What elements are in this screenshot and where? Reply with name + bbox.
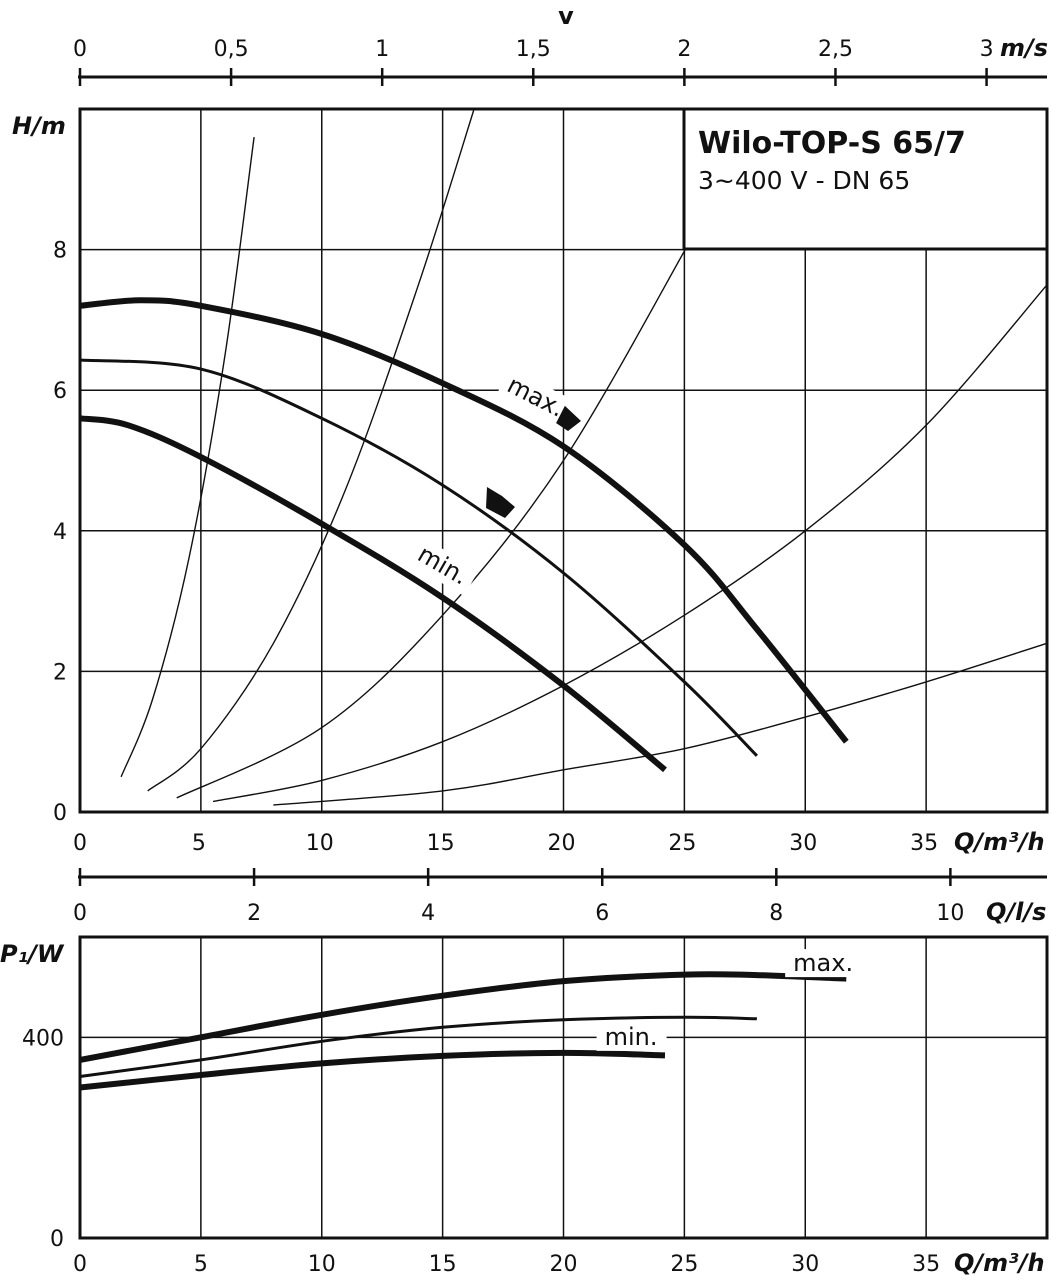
head-axis-label: H/m — [12, 112, 66, 140]
speed-marker — [486, 487, 515, 518]
velocity-tick-label: 0,5 — [214, 37, 249, 62]
velocity-tick-label: 0 — [73, 37, 87, 62]
velocity-tick-label: 2,5 — [818, 37, 853, 62]
power-series-line — [79, 1015, 757, 1078]
power-flow-axis-label: Q/m³/h — [954, 1249, 1045, 1277]
flow-tick-label: 15 — [427, 831, 455, 856]
system-curve — [212, 284, 1048, 803]
annotation-background — [406, 536, 479, 596]
flow-tick-label: 30 — [789, 831, 817, 856]
head-chart-frame — [78, 107, 1049, 814]
flow-axis-label: Q/m³/h — [954, 828, 1045, 856]
system-curve — [147, 108, 475, 792]
flow-tick-label: 10 — [306, 831, 334, 856]
head-tick-label: 8 — [53, 239, 67, 264]
power-annotation-text: min. — [605, 1023, 658, 1051]
velocity-tick-label: 1,5 — [516, 37, 551, 62]
flow-ls-tick-label: 0 — [73, 901, 87, 926]
velocity-axis-label: v — [558, 2, 574, 30]
power-flow-tick-label: 10 — [308, 1252, 336, 1277]
velocity-tick-label: 1 — [375, 37, 389, 62]
power-flow-tick-label: 30 — [791, 1252, 819, 1277]
flow-tick-label: 0 — [73, 831, 87, 856]
power-tick-label: 400 — [22, 1026, 64, 1051]
title-box-frame — [682, 107, 1049, 251]
head-tick-label: 2 — [53, 660, 67, 685]
power-flow-tick-label: 20 — [550, 1252, 578, 1277]
system-curve — [273, 642, 1048, 806]
flow-ls-tick-label: 8 — [769, 901, 783, 926]
head-tick-label: 4 — [53, 520, 67, 545]
flow-tick-label: 5 — [192, 831, 206, 856]
annotation-background — [496, 367, 569, 425]
power-flow-tick-label: 5 — [194, 1252, 208, 1277]
head-series-line — [79, 358, 758, 757]
power-annotation-text: max. — [793, 949, 853, 977]
flow-ls-axis-unit: Q/l/s — [986, 898, 1046, 926]
power-series: max. min. — [79, 949, 856, 1091]
velocity-tick-label: 2 — [677, 37, 691, 62]
head-tick-label: 0 — [53, 801, 67, 826]
title-box: Wilo-TOP-S 65/7 3~400 V - DN 65 — [682, 107, 1049, 251]
head-series-line — [79, 297, 849, 744]
chart-title: Wilo-TOP-S 65/7 — [698, 126, 966, 161]
velocity-axis: v m/s 0 0,5 1 1,5 2 2,5 3 — [73, 2, 1048, 86]
power-chart-grid — [80, 937, 1047, 1238]
power-flow-tick-label: 15 — [429, 1252, 457, 1277]
flow-tick-label: 35 — [910, 831, 938, 856]
velocity-tick-label: 3 — [980, 37, 994, 62]
chart-subtitle: 3~400 V - DN 65 — [698, 166, 910, 195]
power-axis-label: P₁/W — [0, 940, 65, 968]
head-series-line — [79, 415, 667, 773]
head-tick-label: 6 — [53, 379, 67, 404]
power-series-line — [79, 971, 847, 1063]
annotation-background — [785, 949, 856, 978]
flow-tick-label: 25 — [668, 831, 696, 856]
power-chart-labels: P₁/W Q/m³/h 0 5 10 15 20 25 30 35 0 400 — [0, 940, 1045, 1277]
power-tick-label: 0 — [50, 1227, 64, 1252]
head-series: max.min. — [79, 297, 849, 773]
velocity-axis-unit: m/s — [1000, 34, 1048, 62]
power-flow-tick-label: 0 — [73, 1252, 87, 1277]
flow-tick-label: 20 — [548, 831, 576, 856]
head-chart-labels: H/m Q/m³/h 0 5 10 15 20 25 30 35 0 2 4 6 8 — [12, 112, 1045, 856]
system-curve — [176, 242, 690, 799]
system-curve — [120, 137, 255, 778]
flow-ls-axis: Q/l/s 0 2 4 6 8 10 — [73, 868, 1047, 926]
flow-ls-tick-label: 10 — [936, 901, 964, 926]
annotation-background — [596, 1022, 667, 1051]
flow-ls-tick-label: 4 — [421, 901, 435, 926]
power-series-line — [79, 1049, 666, 1091]
power-chart-frame — [78, 935, 1049, 1240]
power-flow-tick-label: 35 — [912, 1252, 940, 1277]
power-flow-tick-label: 25 — [670, 1252, 698, 1277]
flow-ls-tick-label: 6 — [595, 901, 609, 926]
flow-ls-tick-label: 2 — [247, 901, 261, 926]
